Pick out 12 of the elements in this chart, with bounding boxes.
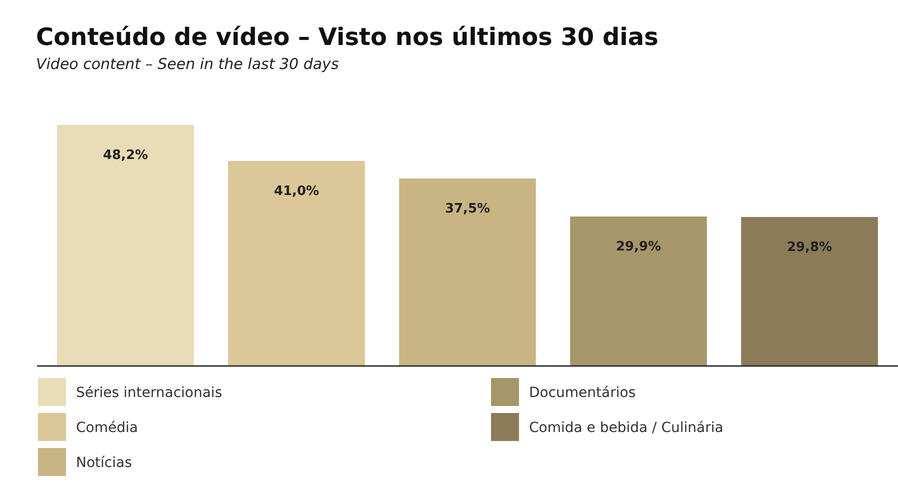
chart-title: Conteúdo de vídeo – Visto nos últimos 30 dias — [36, 23, 658, 51]
legend-label: Documentários — [529, 385, 636, 401]
legend-label: Séries internacionais — [76, 385, 222, 401]
data-label: 29,9% — [616, 240, 662, 254]
data-label: 37,5% — [444, 202, 490, 216]
chart-subtitle: Video content – Seen in the last 30 days — [36, 55, 339, 73]
data-label: 41,0% — [274, 184, 320, 199]
legend-label: Comédia — [76, 420, 138, 436]
legend-label: Comida e bebida / Culinária — [529, 420, 724, 436]
legend-label: Notícias — [76, 455, 132, 471]
data-label: 29,8% — [786, 240, 832, 255]
data-label: 48,2% — [102, 148, 148, 163]
